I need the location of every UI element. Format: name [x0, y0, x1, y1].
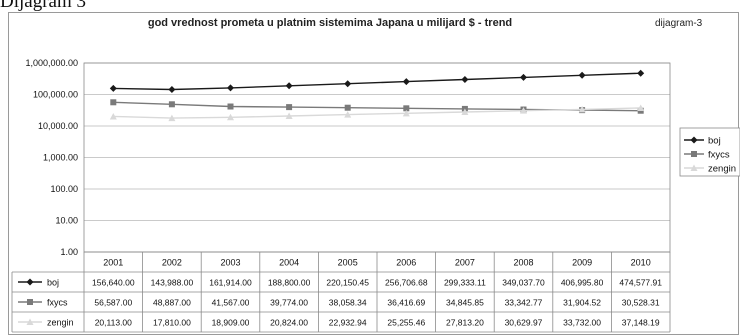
data-point-zengin — [168, 114, 176, 122]
data-point-fxycs — [403, 105, 410, 112]
data-point-boj — [344, 80, 352, 88]
x-tick-label: 2008 — [513, 258, 533, 268]
x-tick-label: 2001 — [103, 258, 123, 268]
x-tick-label: 2007 — [455, 258, 475, 268]
data-label: 33,342.77 — [505, 298, 543, 308]
data-label: 39,774.00 — [270, 298, 308, 308]
table-series-name: fxycs — [47, 298, 68, 308]
table-series-name: zengin — [47, 318, 74, 328]
data-point-fxycs — [168, 101, 175, 108]
data-label: 18,909.00 — [212, 318, 250, 328]
table-legend-marker — [26, 278, 34, 286]
page-heading: Dijagram 3 — [0, 0, 87, 12]
data-point-boj — [637, 69, 645, 77]
chart-tag: dijagram-3 — [655, 18, 703, 29]
data-point-boj — [109, 84, 117, 92]
data-point-zengin — [402, 109, 410, 117]
x-tick-label: 2010 — [631, 258, 651, 268]
data-point-zengin — [227, 113, 234, 121]
y-tick-label: 100,000.00 — [33, 90, 78, 100]
data-label: 20,824.00 — [270, 318, 308, 328]
data-label: 406,995.80 — [561, 278, 604, 288]
x-tick-label: 2006 — [396, 258, 416, 268]
data-point-boj — [461, 76, 469, 84]
data-label: 36,416.69 — [387, 298, 425, 308]
data-label: 38,058.34 — [329, 298, 367, 308]
data-label: 17,810.00 — [153, 318, 191, 328]
y-tick-label: 1,000,000.00 — [25, 58, 78, 68]
data-label: 188,800.00 — [268, 278, 311, 288]
legend-marker-boj — [690, 136, 698, 144]
chart-title: god vrednost prometa u platnim sistemima… — [147, 17, 513, 29]
data-label: 220,150.45 — [326, 278, 369, 288]
data-point-fxycs — [110, 99, 117, 106]
data-point-fxycs — [227, 103, 234, 110]
series-line-boj — [113, 72, 641, 91]
data-label: 156,640.00 — [92, 278, 135, 288]
data-label: 48,887.00 — [153, 298, 191, 308]
data-point-zengin — [285, 112, 293, 119]
legend-label-zengin: zengin — [708, 164, 736, 175]
data-label: 37,148.19 — [622, 318, 660, 328]
data-point-boj — [168, 86, 176, 94]
legend-marker-zengin — [690, 164, 698, 171]
y-tick-label: 10.00 — [55, 216, 78, 226]
data-label: 33,732.00 — [563, 318, 601, 328]
data-point-fxycs — [286, 104, 293, 111]
data-label: 161,914.00 — [209, 278, 252, 288]
data-point-zengin — [578, 105, 586, 113]
data-label: 27,813.20 — [446, 318, 484, 328]
y-tick-label: 1,000.00 — [43, 153, 78, 163]
data-point-boj — [285, 82, 293, 90]
data-label: 30,528.31 — [622, 298, 660, 308]
data-point-zengin — [109, 112, 117, 120]
x-tick-label: 2004 — [279, 258, 299, 268]
data-point-boj — [402, 78, 410, 86]
data-point-zengin — [637, 104, 645, 112]
data-label: 56,587.00 — [94, 298, 132, 308]
x-tick-label: 2005 — [338, 258, 358, 268]
x-tick-label: 2003 — [220, 258, 240, 268]
data-label: 31,904.52 — [563, 298, 601, 308]
data-label: 22,932.94 — [329, 318, 367, 328]
series-line-zengin — [113, 107, 641, 119]
legend-label-boj: boj — [708, 136, 721, 147]
table-series-name: boj — [47, 278, 59, 288]
data-label: 34,845.85 — [446, 298, 484, 308]
data-label: 256,706.68 — [385, 278, 428, 288]
legend-label-fxycs: fxycs — [708, 150, 730, 161]
data-label: 41,567.00 — [212, 298, 250, 308]
data-point-zengin — [344, 111, 352, 118]
table-legend-marker — [26, 318, 34, 325]
data-label: 25,255.46 — [387, 318, 425, 328]
data-label: 143,988.00 — [151, 278, 194, 288]
data-point-boj — [578, 71, 586, 79]
x-tick-label: 2002 — [162, 258, 182, 268]
table-legend-marker — [27, 299, 33, 305]
y-tick-label: 100.00 — [50, 184, 78, 194]
data-point-zengin — [520, 107, 527, 114]
data-point-zengin — [461, 108, 469, 116]
data-label: 349,037.70 — [502, 278, 545, 288]
legend-marker-fxycs — [691, 151, 697, 157]
data-label: 30,629.97 — [505, 318, 543, 328]
y-tick-label: 1.00 — [60, 247, 78, 257]
x-tick-label: 2009 — [572, 258, 592, 268]
data-point-boj — [520, 73, 527, 81]
y-tick-label: 10,000.00 — [38, 121, 78, 131]
data-label: 474,577.91 — [619, 278, 662, 288]
data-label: 20,113.00 — [95, 318, 132, 328]
data-point-fxycs — [344, 104, 351, 111]
data-label: 299,333.11 — [444, 278, 486, 288]
data-point-boj — [227, 84, 234, 92]
